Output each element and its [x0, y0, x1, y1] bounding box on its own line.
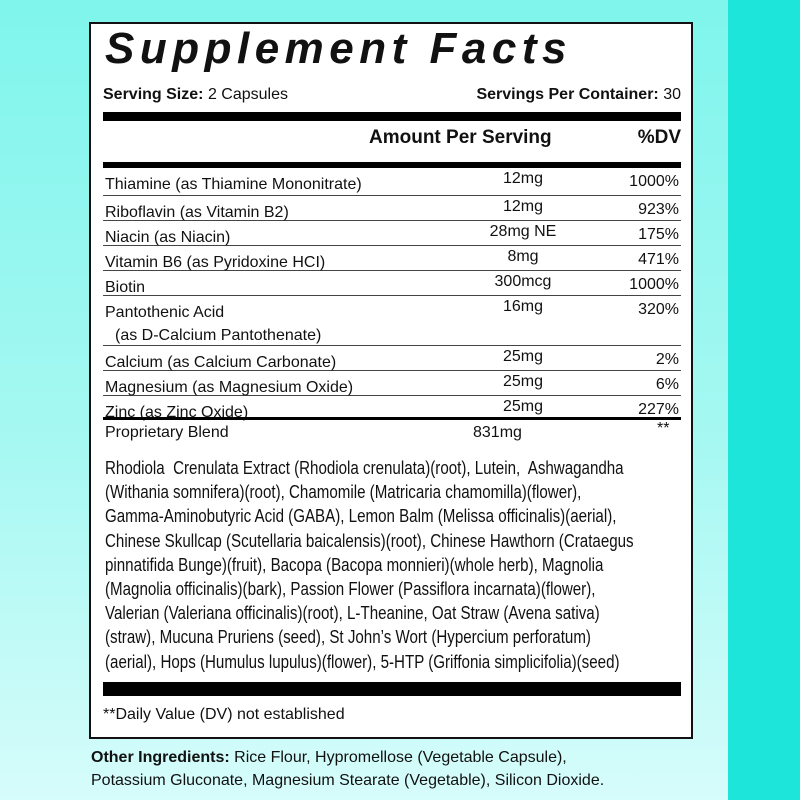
table-row: Riboflavin (as Vitamin B2) 12mg 923% [103, 196, 681, 221]
table-row: Thiamine (as Thiamine Mononitrate) 12mg 10… [103, 168, 681, 196]
nutrient-name: Pantothenic Acid (as D-Calcium Pantothena… [105, 304, 322, 344]
divider-thick [103, 682, 681, 696]
nutrient-amount: 25mg [502, 373, 544, 390]
blend-line: (straw), Mucuna Pruriens (seed), St John… [105, 627, 591, 648]
nutrient-name: Niacin (as Niacin) [105, 229, 231, 246]
blend-line: Chinese Skullcap (Scutellaria baicalensi… [105, 530, 634, 551]
divider-medium [103, 417, 681, 420]
nutrient-name: Calcium (as Calcium Carbonate) [105, 354, 337, 371]
page-title: Supplement Facts [105, 24, 572, 73]
nutrient-name: Zinc (as Zinc Oxide) [105, 404, 249, 421]
nutrient-dv: 320% [638, 301, 679, 318]
nutrient-dv: 2% [655, 351, 679, 368]
nutrient-amount: 12mg [502, 170, 544, 187]
nutrient-dv: 6% [655, 376, 679, 393]
nutrient-name: Vitamin B6 (as Pyridoxine HCI) [105, 254, 326, 271]
table-row: Vitamin B6 (as Pyridoxine HCI) 8mg 471% [103, 246, 681, 271]
divider-thick [103, 162, 681, 168]
side-strip [728, 0, 800, 800]
nutrient-dv: 471% [638, 251, 679, 268]
nutrient-name: Magnesium (as Magnesium Oxide) [105, 379, 354, 396]
nutrient-amount: 12mg [502, 198, 544, 215]
dv-header: %DV [637, 127, 681, 148]
supplement-facts-panel: Supplement Facts Serving Size: 2 Capsule… [89, 22, 693, 739]
nutrient-amount: 16mg [502, 298, 544, 315]
nutrient-table: Thiamine (as Thiamine Mononitrate) 12mg 10… [103, 168, 681, 421]
nutrient-name: Riboflavin (as Vitamin B2) [105, 204, 289, 221]
divider-thick [103, 112, 681, 121]
serving-size: Serving Size: 2 Capsules [103, 86, 288, 103]
servings-per-container: Servings Per Container: 30 [476, 86, 681, 103]
nutrient-amount: 28mg NE [489, 223, 557, 240]
nutrient-dv: 1000% [629, 276, 679, 293]
table-row: Calcium (as Calcium Carbonate) 25mg 2% [103, 346, 681, 371]
table-row: Zinc (as Zinc Oxide) 25mg 227% [103, 396, 681, 421]
table-row: Biotin 300mcg 1000% [103, 271, 681, 296]
blend-dv: ** [657, 420, 670, 437]
table-row: Niacin (as Niacin) 28mg NE 175% [103, 221, 681, 246]
nutrient-name: Biotin [105, 279, 146, 296]
blend-line: Rhodiola Crenulata Extract (Rhodiola cre… [105, 458, 624, 478]
other-ingredients: Other Ingredients: Rice Flour, Hypromell… [91, 749, 605, 789]
nutrient-amount: 25mg [502, 348, 544, 365]
nutrient-dv: 227% [638, 401, 679, 418]
nutrient-amount: 8mg [507, 248, 539, 265]
blend-line: pinnatifida Bunge)(fruit), Bacopa (Bacop… [105, 554, 604, 575]
blend-line: Valerian (Valeriana officinalis)(root), … [105, 603, 600, 624]
blend-ingredients: Rhodiola Crenulata Extract (Rhodiola cre… [105, 456, 693, 674]
blend-name: Proprietary Blend [105, 424, 229, 441]
nutrient-dv: 923% [638, 201, 679, 218]
nutrient-amount: 25mg [502, 398, 544, 415]
blend-line: (Magnolia officinalis)(bark), Passion Fl… [105, 579, 596, 600]
nutrient-amount: 300mcg [494, 273, 552, 290]
table-row: Pantothenic Acid (as D-Calcium Pantothena… [103, 296, 681, 346]
nutrient-name: Thiamine (as Thiamine Mononitrate) [105, 176, 362, 193]
nutrient-dv: 1000% [629, 173, 679, 190]
blend-line: (aerial), Hops (Humulus lupulus)(flower)… [105, 651, 620, 672]
table-row: Magnesium (as Magnesium Oxide) 25mg 6% [103, 371, 681, 396]
blend-line: Gamma-Aminobutyric Acid (GABA), Lemon Ba… [105, 506, 617, 527]
footnote: **Daily Value (DV) not established [103, 706, 345, 723]
blend-line: (Withania somnifera)(root), Chamomile (M… [105, 482, 582, 503]
amount-header: Amount Per Serving [369, 127, 552, 148]
blend-amount: 831mg [473, 424, 522, 441]
nutrient-dv: 175% [638, 226, 679, 243]
